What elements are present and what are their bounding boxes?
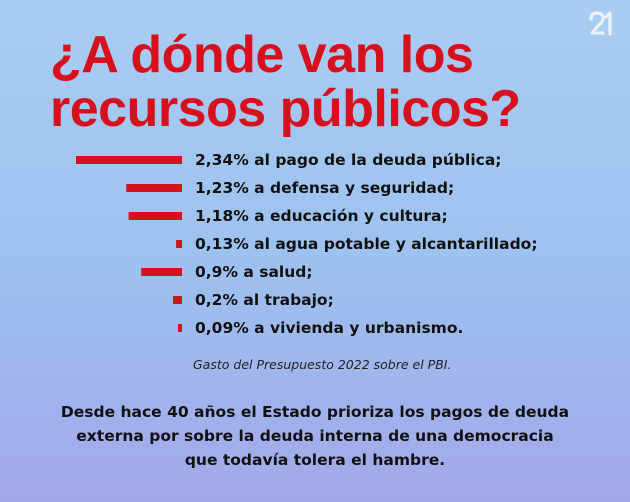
bar-chart-bars <box>76 156 182 332</box>
bar <box>128 212 182 220</box>
bar <box>76 156 182 164</box>
bar-label: 2,34% al pago de la deuda pública; <box>195 151 502 169</box>
21-logo-icon <box>589 11 612 36</box>
bar <box>176 240 182 248</box>
bar-label: 0,9% a salud; <box>195 263 313 281</box>
bar <box>177 324 182 332</box>
footer-statement: Desde hace 40 años el Estado prioriza lo… <box>60 403 570 469</box>
bar-label: 1,23% a defensa y seguridad; <box>195 179 455 197</box>
bar-label: 1,18% a educación y cultura; <box>195 207 448 225</box>
bar-label: 0,13% al agua potable y alcantarillado; <box>195 235 538 253</box>
bar-chart: 2,34% al pago de la deuda pública; 1,23% … <box>0 148 630 348</box>
bar <box>172 296 182 304</box>
source-note: Gasto del Presupuesto 2022 sobre el PBI. <box>193 357 452 372</box>
bar-label: 0,09% a vivienda y urbanismo. <box>195 319 464 337</box>
page-title: ¿A dónde van los recursos públicos? <box>50 26 521 138</box>
bar <box>126 184 182 192</box>
bar <box>141 268 182 276</box>
bar-label: 0,2% al trabajo; <box>195 291 334 309</box>
